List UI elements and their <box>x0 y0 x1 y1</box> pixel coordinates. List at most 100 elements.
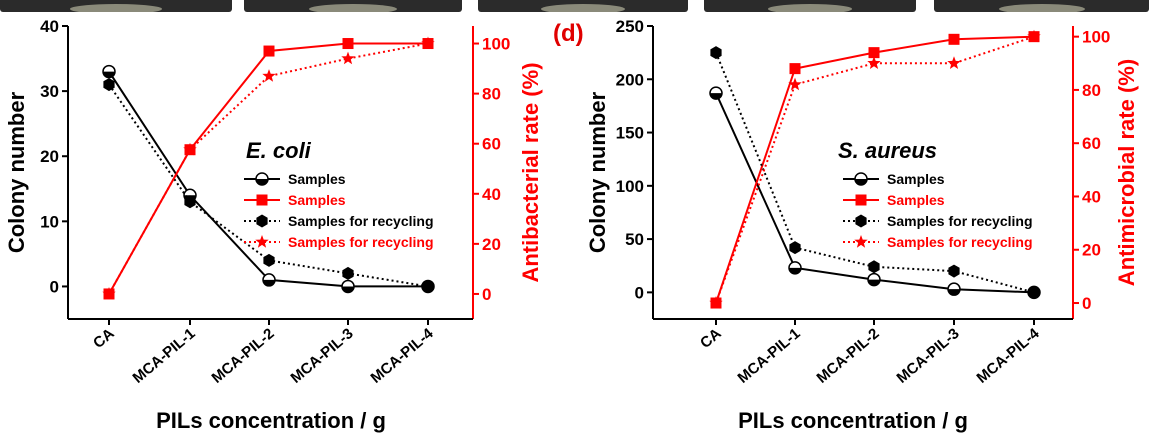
y-axis-title-right: Antibacterial rate (%) <box>518 62 543 282</box>
legend-marker <box>255 172 269 186</box>
x-tick-label: CA <box>90 325 118 352</box>
legend-label: Samples for recycling <box>288 234 434 250</box>
panel-label: (d) <box>553 20 584 47</box>
data-point <box>868 260 880 274</box>
x-axis-title: PILs concentration / g <box>738 408 968 433</box>
legend-label: Samples <box>887 171 945 187</box>
data-point <box>947 282 961 296</box>
data-point <box>710 46 722 60</box>
y-right-tick-label: 40 <box>482 185 501 204</box>
data-point <box>262 69 276 82</box>
data-point <box>948 264 960 278</box>
x-tick-label: MCA-PIL-3 <box>894 325 963 387</box>
sample-photo <box>0 0 232 12</box>
legend-label: Samples <box>887 192 945 208</box>
data-point <box>263 253 275 267</box>
y-left-tick-label: 0 <box>635 283 644 302</box>
sample-photo <box>244 0 462 12</box>
legend-label: Samples for recycling <box>887 213 1033 229</box>
data-point <box>709 86 723 100</box>
data-point <box>709 296 723 309</box>
legend-marker <box>255 235 269 248</box>
legend-marker <box>855 214 867 228</box>
legend-marker <box>256 194 268 206</box>
legend-label: Samples <box>288 171 346 187</box>
organism-annotation: S. aureus <box>838 138 937 163</box>
legend-label: Samples <box>288 192 346 208</box>
legend-marker <box>854 172 868 186</box>
y-right-tick-label: 0 <box>482 285 491 304</box>
data-point <box>422 279 434 293</box>
data-point <box>789 241 801 255</box>
data-point <box>788 77 802 91</box>
data-point <box>342 266 354 280</box>
x-tick-label: MCA-PIL-4 <box>368 325 438 387</box>
series-line <box>108 42 429 295</box>
y-right-tick-label: 0 <box>1082 294 1091 313</box>
data-point <box>263 45 275 57</box>
y-axis-title-left: Colony number <box>4 91 29 253</box>
data-point <box>184 195 196 209</box>
data-point <box>947 56 961 69</box>
y-left-tick-label: 40 <box>40 17 59 36</box>
y-right-tick-label: 20 <box>482 235 501 254</box>
x-tick-label: CA <box>697 325 725 352</box>
y-left-tick-label: 30 <box>40 82 59 101</box>
y-left-tick-label: 20 <box>40 147 59 166</box>
x-tick-label: MCA-PIL-1 <box>130 325 199 387</box>
series-line <box>715 52 1035 294</box>
data-point <box>421 36 435 50</box>
y-right-tick-label: 100 <box>1082 28 1110 47</box>
data-point <box>342 38 354 50</box>
data-point <box>103 78 115 92</box>
x-tick-label: MCA-PIL-4 <box>974 325 1044 387</box>
y-right-tick-label: 100 <box>482 35 510 54</box>
data-point <box>102 287 116 300</box>
y-left-tick-label: 50 <box>625 230 644 249</box>
data-point <box>788 261 802 275</box>
data-point <box>948 33 960 45</box>
y-right-tick-label: 40 <box>1082 187 1101 206</box>
data-point <box>1027 29 1041 43</box>
x-tick-label: MCA-PIL-2 <box>814 325 883 387</box>
x-tick-label: MCA-PIL-2 <box>209 325 278 387</box>
legend-label: Samples for recycling <box>288 213 434 229</box>
legend-marker <box>855 194 867 206</box>
data-point <box>341 51 355 65</box>
legend-label: Samples for recycling <box>887 234 1033 250</box>
x-tick-label: MCA-PIL-1 <box>735 325 804 387</box>
y-left-tick-label: 10 <box>40 212 59 231</box>
sample-photo <box>934 0 1149 12</box>
data-point <box>341 279 355 294</box>
photo-strip <box>0 0 1149 14</box>
data-point <box>102 64 116 79</box>
y-right-tick-label: 60 <box>1082 134 1101 153</box>
data-point <box>789 63 801 75</box>
y-axis-title-right: Antimicrobial rate (%) <box>1114 59 1139 286</box>
y-left-tick-label: 0 <box>50 277 59 296</box>
y-left-tick-label: 250 <box>616 17 644 36</box>
y-right-tick-label: 80 <box>1082 81 1101 100</box>
data-point <box>868 47 880 59</box>
sample-photo <box>704 0 916 12</box>
data-point <box>867 272 881 287</box>
legend-marker <box>256 214 268 228</box>
organism-annotation: E. coli <box>246 138 312 163</box>
y-right-tick-label: 80 <box>482 85 501 104</box>
x-axis-title: PILs concentration / g <box>156 408 386 433</box>
legend-marker <box>854 235 868 248</box>
y-left-tick-label: 100 <box>616 177 644 196</box>
data-point <box>867 56 881 69</box>
data-point <box>183 142 197 156</box>
data-point <box>1028 285 1040 299</box>
sample-photo <box>478 0 688 12</box>
y-right-tick-label: 20 <box>1082 241 1101 260</box>
data-point <box>262 273 276 287</box>
y-left-tick-label: 200 <box>616 70 644 89</box>
y-right-tick-label: 60 <box>482 135 501 154</box>
x-tick-label: MCA-PIL-3 <box>288 325 357 387</box>
y-left-tick-label: 150 <box>616 124 644 143</box>
y-axis-title-left: Colony number <box>585 91 610 253</box>
